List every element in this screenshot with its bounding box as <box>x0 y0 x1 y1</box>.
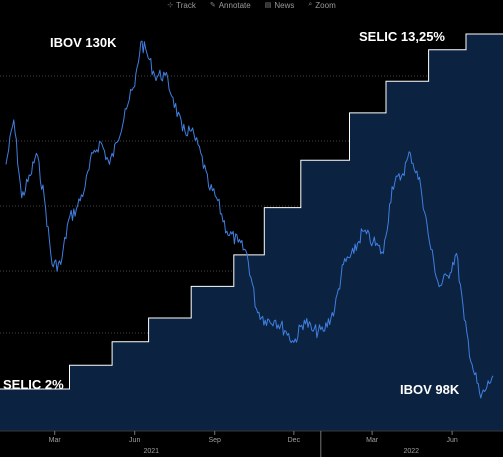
track-icon: ⊹ <box>167 2 174 9</box>
x-tick-label: Mar <box>366 437 379 444</box>
x-tick-label: Dec <box>288 437 301 444</box>
x-tick-label: Jun <box>446 437 457 444</box>
zoom-icon: ⌕ <box>308 1 313 8</box>
track-label: Track <box>176 0 196 10</box>
track-button[interactable]: ⊹ Track <box>167 1 196 10</box>
annotation-selic-high: SELIC 13,25% <box>359 29 445 44</box>
news-label: News <box>274 0 295 10</box>
annotations: IBOV 130K SELIC 13,25% SELIC 2% IBOV 98K <box>3 29 460 397</box>
zoom-label: Zoom <box>315 0 336 10</box>
annotate-label: Annotate <box>218 0 251 10</box>
news-button[interactable]: ▤ News <box>265 1 295 10</box>
ibov-line <box>5 40 494 399</box>
selic-area <box>0 34 503 431</box>
selic-step-line <box>0 33 503 390</box>
x-year-label: 2022 <box>403 448 419 455</box>
annotation-ibov-low: IBOV 98K <box>400 382 460 397</box>
annotation-selic-low: SELIC 2% <box>3 377 64 392</box>
x-tick-label: Sep <box>208 437 221 444</box>
chart-toolbar: ⊹ Track ✎ Annotate ▤ News ⌕ Zoom <box>0 0 503 10</box>
x-tick-label: Mar <box>49 437 62 444</box>
annotate-button[interactable]: ✎ Annotate <box>210 1 251 10</box>
news-icon: ▤ <box>264 2 272 9</box>
x-tick-label: Jun <box>129 437 140 444</box>
annotation-ibov-high: IBOV 130K <box>50 35 117 50</box>
x-year-label: 2021 <box>143 448 159 455</box>
annotate-icon: ✎ <box>209 2 216 9</box>
zoom-button[interactable]: ⌕ Zoom <box>308 1 335 10</box>
